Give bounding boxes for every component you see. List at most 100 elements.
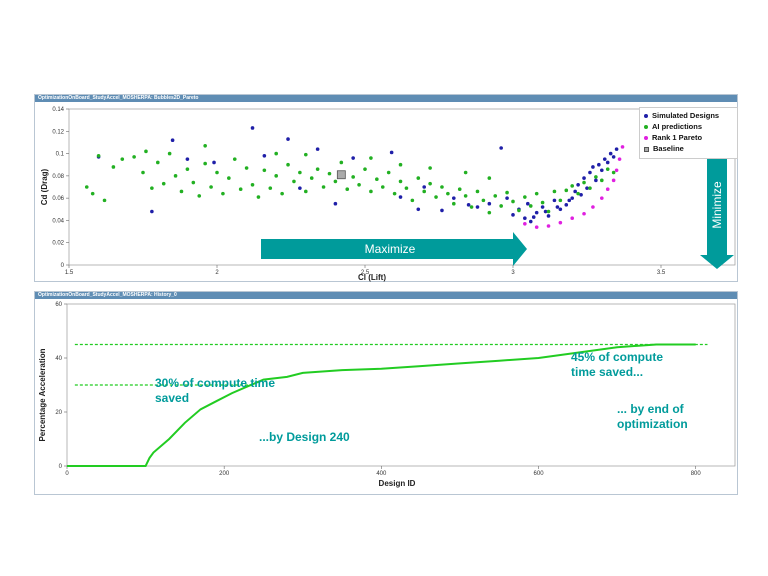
ai-prediction-point [191,180,196,185]
ai-prediction-point [428,181,432,186]
simulated-design-point [585,186,589,190]
pareto-point [591,205,595,209]
x-axis-label: Design ID [379,479,416,488]
y-tick-label: 60 [55,302,62,308]
ai-prediction-point [493,194,498,198]
legend-item-ai: AI predictions [644,122,702,132]
x-tick-label: 800 [691,471,702,477]
ai-prediction-point [528,204,533,208]
x-axis-label: Cl (Lift) [358,273,386,282]
simulated-design-point [466,203,471,207]
ai-prediction-point [197,194,202,198]
ai-prediction-point [274,174,278,178]
pareto-point [558,220,563,225]
ai-prediction-point [167,151,172,156]
ai-prediction-point [499,204,503,208]
ai-prediction-point [339,160,344,165]
simulated-design-point [170,138,175,142]
ai-prediction-point [446,191,450,196]
simulated-design-point [570,196,574,200]
ai-prediction-point [96,154,101,158]
legend-marker-pareto [644,136,648,141]
ai-prediction-point [375,177,379,181]
simulated-design-point [150,209,154,214]
ai-prediction-point [315,167,320,171]
simulated-design-point [573,189,577,194]
simulated-design-point [185,157,190,161]
ai-prediction-point [120,157,125,161]
legend-label-ai: AI predictions [652,122,703,131]
simulated-design-point [576,182,580,187]
simulated-design-point [534,210,539,215]
annotation-end-line2: optimization [617,417,688,431]
ai-prediction-point [481,198,486,203]
ai-prediction-point [232,157,237,161]
ai-prediction-point [203,161,207,166]
annotation-by-design: ...by Design 240 [259,430,350,444]
history-line-chart: 0 200 400 600 800 0 20 40 60 Design ID Percentage … [38,302,736,488]
simulated-design-point [567,198,572,203]
ai-prediction-point [398,179,403,184]
annotation-end: ... by end of optimization [617,402,688,432]
y-tick-label: 0.08 [52,174,64,180]
ai-prediction-point [185,167,190,171]
maximize-arrow [261,232,527,266]
x-tick-label: 200 [219,471,230,477]
ai-prediction-point [487,210,492,215]
ai-prediction-point [369,189,373,194]
ai-prediction-point [132,155,136,159]
ai-prediction-point [434,195,438,199]
ai-prediction-point [203,143,207,148]
y-axis-label: Cd (Drag) [40,168,49,205]
ai-prediction-point [517,208,521,213]
annotation-45-percent: 45% of compute time saved... [571,350,663,380]
ai-prediction-point [357,182,361,187]
simulated-design-point [611,155,616,159]
pareto-point [600,196,604,200]
ai-prediction-point [605,167,610,171]
ai-prediction-point [144,149,148,154]
ai-prediction-point [102,198,107,203]
ai-prediction-point [463,194,468,198]
ai-prediction-point [398,162,403,167]
ai-prediction-point [173,174,178,178]
x-tick-label: 1.5 [65,270,74,276]
x-tick-label: 600 [534,471,545,477]
y-tick-label: 0 [61,263,65,269]
simulated-design-point [526,201,530,206]
ai-prediction-point [304,152,308,157]
annotation-45-line1: 45% of compute [571,350,664,364]
ai-prediction-point [298,170,302,175]
scatter-legend: Simulated Designs AI predictions Rank 1 … [639,107,738,159]
ai-prediction-point [280,191,284,196]
x-tick-label: 2.5 [361,270,370,276]
simulated-design-point [579,193,583,197]
ai-prediction-point [386,170,391,175]
simulated-design-point [499,146,503,150]
simulated-design-point [608,151,613,156]
simulated-design-point [614,147,619,151]
simulated-design-point [552,198,557,203]
annotation-45-line2: time saved... [571,365,644,379]
x-tick-label: 3 [511,270,515,276]
legend-item-baseline: Baseline [644,144,684,154]
x-tick-label: 3.5 [657,270,666,276]
simulated-design-point [600,168,604,173]
ai-prediction-point [570,184,574,188]
ai-prediction-point [540,200,545,205]
simulated-design-point [511,213,515,217]
pareto-point [570,216,574,220]
ai-prediction-point [546,209,551,214]
ai-prediction-point [558,198,563,203]
ai-prediction-point [363,167,367,171]
y-tick-label: 20 [55,410,62,416]
ai-prediction-point [380,185,385,189]
ai-prediction-point [209,185,213,189]
ai-prediction-point [111,165,116,169]
y-axis-label: Percentage Acceleration [38,348,47,441]
minimize-arrow [700,153,734,269]
simulated-design-point [558,207,563,212]
legend-label-simulated: Simulated Designs [652,111,720,120]
simulated-design-point [564,203,569,207]
pareto-point [614,168,619,173]
